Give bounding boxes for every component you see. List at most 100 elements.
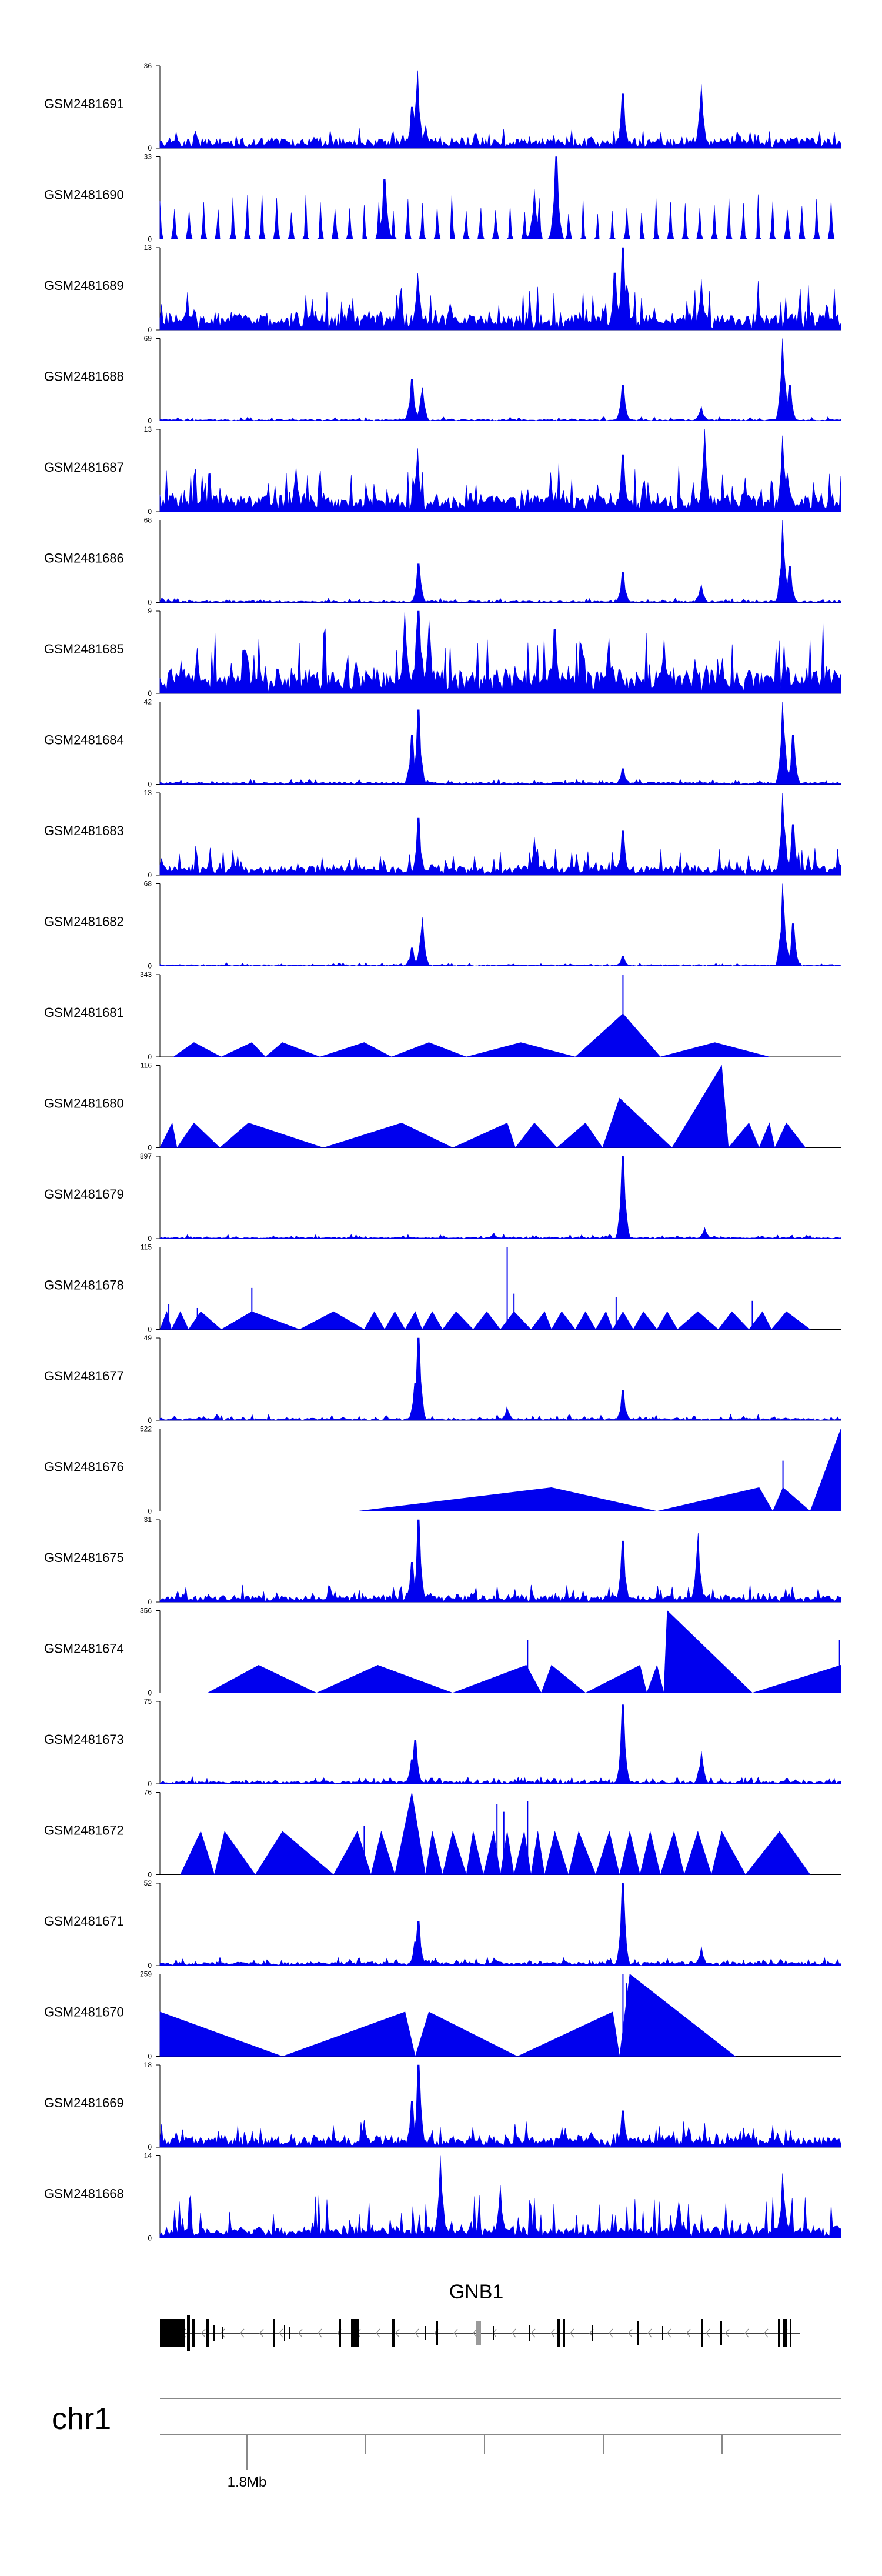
signal-segment xyxy=(299,1311,365,1330)
signal-segment xyxy=(442,1830,467,1875)
signal-segment xyxy=(677,1311,719,1330)
genome-axis-tick-label: 1.8Mb xyxy=(228,2474,267,2490)
signal-segment xyxy=(619,1973,736,2057)
signal-segment xyxy=(568,1830,596,1875)
track-label: GSM2481671 xyxy=(44,1914,124,1928)
signal-segment xyxy=(363,1311,385,1330)
y-max-label: 33 xyxy=(144,153,152,161)
signal-segment xyxy=(595,1830,620,1875)
signal-segment xyxy=(320,1042,392,1057)
signal-segment xyxy=(425,1831,443,1875)
y-max-label: 69 xyxy=(144,335,152,343)
y-min-label: 0 xyxy=(148,2143,152,2151)
signal-segment xyxy=(323,1122,453,1148)
y-max-label: 9 xyxy=(148,607,152,615)
signal-segment xyxy=(395,1792,426,1875)
signal-segment xyxy=(595,1311,613,1330)
signal-segment xyxy=(180,1830,215,1875)
signal-segment xyxy=(660,1830,685,1875)
exon xyxy=(529,2325,530,2341)
strand-arrow xyxy=(744,2328,749,2338)
signal-segment xyxy=(500,1831,514,1875)
track-GSM2481686: GSM2481686 68 0 xyxy=(44,516,841,607)
signal-segment xyxy=(671,1065,729,1148)
y-max-label: 116 xyxy=(141,1062,152,1070)
signal-segment xyxy=(663,1610,753,1693)
track-GSM2481679: GSM2481679 897 0 xyxy=(44,1152,841,1243)
y-max-label: 42 xyxy=(144,698,152,706)
y-min-label: 0 xyxy=(148,417,152,425)
signal-segment xyxy=(684,1830,712,1875)
track-label: GSM2481684 xyxy=(44,733,124,748)
signal-area xyxy=(159,520,841,603)
y-min-label: 0 xyxy=(148,1961,152,1970)
signal-segment xyxy=(717,1311,750,1330)
strand-arrow xyxy=(628,2328,633,2338)
track-label: GSM2481673 xyxy=(44,1732,124,1747)
signal-segment xyxy=(333,1831,372,1875)
exon xyxy=(351,2319,359,2347)
signal-segment xyxy=(530,1831,545,1875)
track-label: GSM2481683 xyxy=(44,823,124,838)
y-min-label: 0 xyxy=(148,599,152,607)
signal-area xyxy=(159,429,841,512)
strand-arrow xyxy=(453,2328,458,2338)
y-max-label: 356 xyxy=(140,1607,152,1615)
track-label: GSM2481676 xyxy=(44,1460,124,1474)
strand-arrow xyxy=(570,2328,574,2338)
y-min-label: 0 xyxy=(148,871,152,879)
signal-segment xyxy=(422,1311,443,1330)
track-label: GSM2481680 xyxy=(44,1096,124,1111)
signal-area xyxy=(159,338,841,421)
y-min-label: 0 xyxy=(148,1689,152,1697)
signal-segment xyxy=(711,1830,746,1875)
track-GSM2481675: GSM2481675 31 0 xyxy=(44,1516,841,1606)
strand-arrow xyxy=(706,2328,710,2338)
exon xyxy=(187,2315,190,2351)
signal-segment xyxy=(207,1664,317,1693)
track-GSM2481678: GSM2481678 115 0 xyxy=(44,1243,841,1334)
y-max-label: 522 xyxy=(140,1425,152,1433)
track-label: GSM2481690 xyxy=(44,188,124,202)
track-label: GSM2481691 xyxy=(44,96,124,111)
exon xyxy=(339,2319,341,2347)
signal-segment xyxy=(640,1831,661,1875)
track-GSM2481668: GSM2481668 14 0 xyxy=(44,2152,841,2243)
exon xyxy=(178,2319,185,2347)
signal-segment xyxy=(585,1664,647,1693)
signal-segment xyxy=(159,1122,178,1148)
signal-area xyxy=(159,1519,841,1603)
y-min-label: 0 xyxy=(148,1234,152,1243)
strand-arrow xyxy=(201,2328,206,2338)
y-min-label: 0 xyxy=(148,962,152,970)
signal-segment xyxy=(517,2011,620,2057)
exon xyxy=(284,2325,285,2341)
strand-arrow xyxy=(609,2328,613,2338)
y-max-label: 31 xyxy=(144,1516,152,1524)
track-label: GSM2481670 xyxy=(44,2005,124,2020)
exon xyxy=(783,2319,787,2347)
exon xyxy=(160,2319,178,2347)
y-max-label: 75 xyxy=(144,1697,152,1706)
track-GSM2481685: GSM2481685 9 0 xyxy=(44,607,841,698)
strand-arrow xyxy=(764,2328,769,2338)
strand-arrow xyxy=(512,2328,516,2338)
signal-segment xyxy=(551,1311,576,1330)
track-label: GSM2481672 xyxy=(44,1823,124,1838)
y-min-label: 0 xyxy=(148,1780,152,1788)
signal-segment xyxy=(772,1487,811,1511)
exon xyxy=(222,2327,223,2339)
signal-area xyxy=(159,1704,841,1784)
exon xyxy=(436,2321,438,2345)
signal-segment xyxy=(384,1311,406,1330)
exon xyxy=(425,2326,426,2340)
signal-segment xyxy=(171,1311,189,1330)
track-GSM2481674: GSM2481674 356 0 xyxy=(44,1607,841,1697)
signal-area xyxy=(159,156,841,239)
track-GSM2481681: GSM2481681 343 0 xyxy=(44,970,841,1061)
signal-segment xyxy=(176,1122,220,1148)
track-label: GSM2481679 xyxy=(44,1187,124,1202)
signal-segment xyxy=(265,1042,320,1057)
y-min-label: 0 xyxy=(148,144,152,152)
